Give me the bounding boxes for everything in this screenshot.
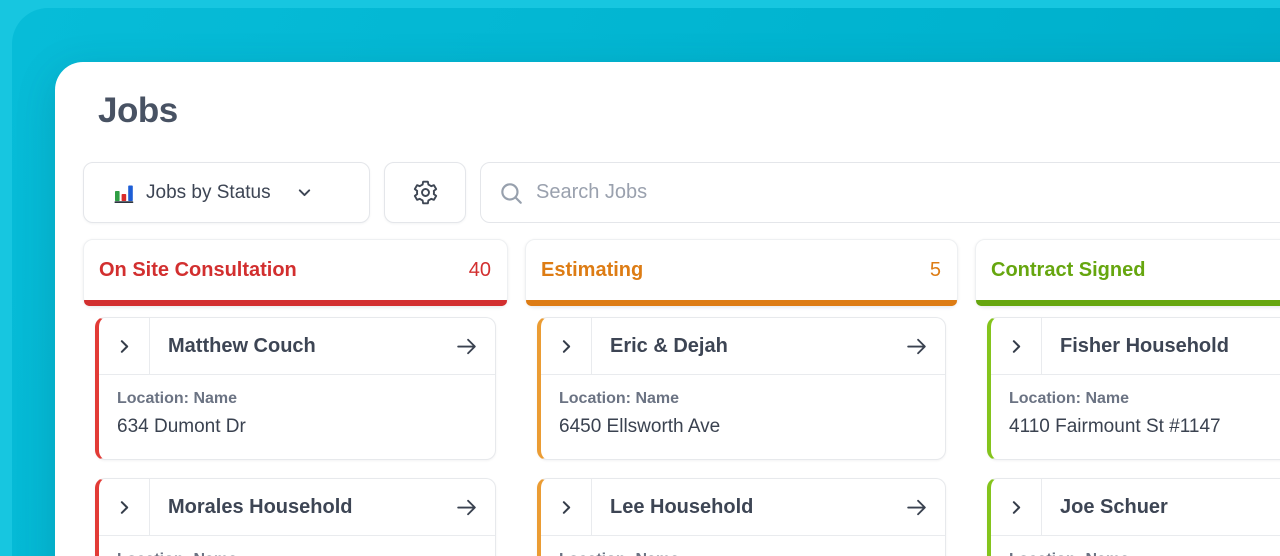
job-card[interactable]: Fisher Household Location: Name 4110 Fai… <box>987 317 1280 460</box>
chevron-down-icon <box>298 189 310 197</box>
expand-card-button[interactable] <box>541 479 592 535</box>
location-value: 4110 Fairmount St #1147 <box>1009 416 1221 437</box>
column-accent-bar <box>976 300 1280 306</box>
card-body: Location: Name <box>99 535 495 556</box>
chevron-right-icon <box>562 339 570 353</box>
card-header-row: Joe Schuer <box>991 479 1280 535</box>
job-name: Matthew Couch <box>168 334 316 357</box>
location-label: Location: Name <box>1009 390 1130 407</box>
job-card[interactable]: Lee Household Location: Name <box>537 478 946 556</box>
column-title: Contract Signed <box>991 258 1146 281</box>
column-cards: Fisher Household Location: Name 4110 Fai… <box>975 307 1280 556</box>
card-header-row: Eric & Dejah <box>541 318 945 374</box>
chevron-right-icon <box>1012 339 1020 353</box>
chevron-right-icon <box>120 339 128 353</box>
jobs-panel: Jobs Jobs by Status <box>55 62 1280 556</box>
arrow-right-icon <box>907 499 926 515</box>
card-header-row: Morales Household <box>99 479 495 535</box>
job-card[interactable]: Matthew Couch Location: Name 634 Dumont … <box>95 317 496 460</box>
job-name: Joe Schuer <box>1060 495 1168 518</box>
card-body: Location: Name 6450 Ellsworth Ave <box>541 374 945 459</box>
gear-icon <box>413 180 437 205</box>
column-estimating: Estimating 5 Eric & Dejah <box>525 239 958 556</box>
arrow-right-icon <box>457 338 476 354</box>
search-input[interactable] <box>536 163 1280 222</box>
expand-card-button[interactable] <box>991 479 1042 535</box>
page-title: Jobs <box>98 91 178 130</box>
open-job-button[interactable] <box>888 495 945 520</box>
card-header-row: Fisher Household <box>991 318 1280 374</box>
job-name: Lee Household <box>610 495 754 518</box>
column-cards: Matthew Couch Location: Name 634 Dumont … <box>83 307 508 556</box>
location-label: Location: Name <box>559 390 680 407</box>
board-settings-button[interactable] <box>384 162 466 223</box>
card-header-row: Matthew Couch <box>99 318 495 374</box>
expand-card-button[interactable] <box>541 318 592 374</box>
chevron-right-icon <box>562 500 570 514</box>
open-job-button[interactable] <box>888 334 945 359</box>
column-header: On Site Consultation 40 <box>83 239 508 307</box>
location-value: 6450 Ellsworth Ave <box>559 416 721 437</box>
location-label: Location: Name <box>1009 548 1280 556</box>
expand-card-button[interactable] <box>99 318 150 374</box>
board-view-label: Jobs by Status <box>146 181 271 203</box>
chevron-right-icon <box>120 500 128 514</box>
job-name: Morales Household <box>168 495 353 518</box>
expand-card-button[interactable] <box>991 318 1042 374</box>
chevron-right-icon <box>1012 500 1020 514</box>
search-box[interactable] <box>480 162 1280 223</box>
column-accent-bar <box>526 300 957 306</box>
column-on-site-consultation: On Site Consultation 40 Matthew Couch <box>83 239 508 556</box>
job-card[interactable]: Morales Household Location: Name <box>95 478 496 556</box>
column-header: Contract Signed <box>975 239 1280 307</box>
arrow-right-icon <box>907 338 926 354</box>
column-contract-signed: Contract Signed Fisher Household <box>975 239 1280 556</box>
column-count: 5 <box>929 258 941 281</box>
location-label: Location: Name <box>117 548 477 556</box>
open-job-button[interactable] <box>438 495 495 520</box>
card-header-row: Lee Household <box>541 479 945 535</box>
open-job-button[interactable] <box>438 334 495 359</box>
board-view-selector[interactable]: Jobs by Status <box>83 162 370 223</box>
column-accent-bar <box>84 300 507 306</box>
column-header: Estimating 5 <box>525 239 958 307</box>
column-title: Estimating <box>541 258 644 281</box>
location-label: Location: Name <box>559 548 927 556</box>
job-name: Fisher Household <box>1060 334 1229 357</box>
card-body: Location: Name <box>541 535 945 556</box>
card-body: Location: Name 634 Dumont Dr <box>99 374 495 459</box>
search-icon <box>501 182 522 204</box>
job-card[interactable]: Joe Schuer Location: Name <box>987 478 1280 556</box>
arrow-right-icon <box>457 499 476 515</box>
column-title: On Site Consultation <box>99 258 297 281</box>
card-body: Location: Name <box>991 535 1280 556</box>
jobs-board: On Site Consultation 40 Matthew Couch <box>83 239 1280 556</box>
location-value: 634 Dumont Dr <box>117 416 246 437</box>
column-count: 40 <box>468 258 491 281</box>
bar-chart-icon <box>114 185 134 203</box>
toolbar: Jobs by Status <box>83 162 1280 223</box>
job-card[interactable]: Eric & Dejah Location: Name 6450 Ellswor… <box>537 317 946 460</box>
job-name: Eric & Dejah <box>610 334 728 357</box>
location-label: Location: Name <box>117 390 238 407</box>
column-cards: Eric & Dejah Location: Name 6450 Ellswor… <box>525 307 958 556</box>
card-body: Location: Name 4110 Fairmount St #1147 <box>991 374 1280 459</box>
expand-card-button[interactable] <box>99 479 150 535</box>
